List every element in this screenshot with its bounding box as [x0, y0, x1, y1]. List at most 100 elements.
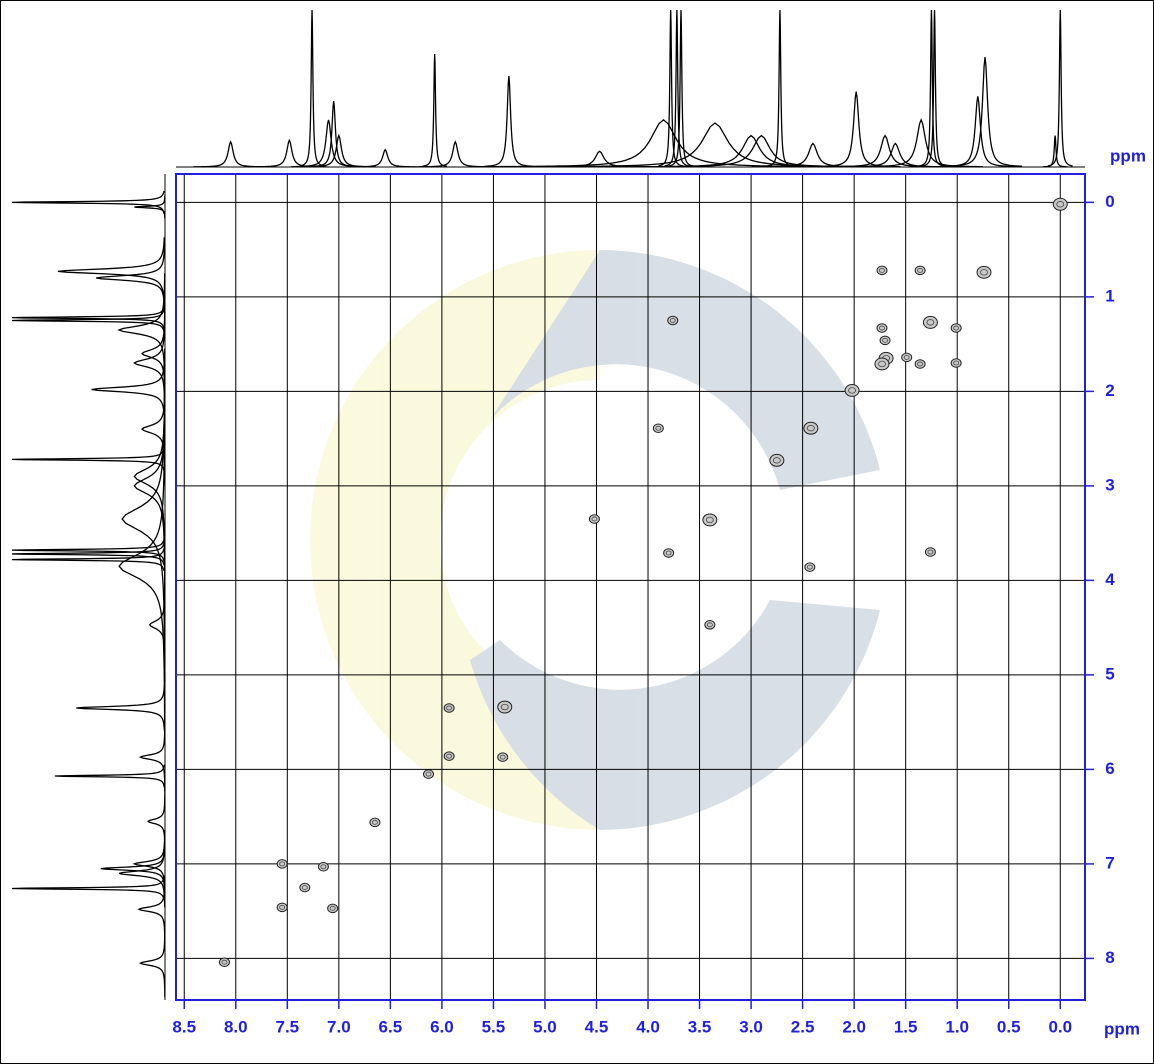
y-axis-label: ppm	[1110, 146, 1146, 165]
cross-peak-core	[446, 705, 453, 711]
top-projection-peak	[1047, 9, 1073, 167]
left-projection-peak	[11, 447, 165, 471]
cross-peak-core	[500, 703, 509, 711]
cross-peak	[423, 769, 434, 779]
cross-peak	[876, 265, 888, 276]
x-tick-label: 8.5	[172, 1017, 196, 1036]
cross-peak	[369, 817, 381, 828]
cross-peak	[844, 383, 860, 397]
cross-peak	[803, 421, 819, 435]
cross-peak	[950, 323, 962, 333]
cross-peak	[276, 902, 288, 913]
left-projection-peak	[76, 685, 166, 731]
cross-peak	[317, 861, 329, 872]
cross-peak	[922, 315, 938, 329]
x-tick-label: 5.0	[533, 1017, 557, 1036]
left-projection-peak	[134, 195, 166, 219]
top-projection-peak	[299, 9, 325, 167]
cross-peak-core	[372, 819, 378, 825]
cross-peak-core	[879, 325, 885, 331]
cross-peak	[702, 513, 718, 527]
cross-peak-core	[320, 864, 327, 870]
top-projection-peak	[658, 9, 684, 167]
x-tick-label: 3.0	[739, 1017, 763, 1036]
cross-peak-core	[882, 337, 888, 343]
cross-peak	[901, 352, 913, 363]
cross-peak-core	[953, 325, 960, 331]
top-projection-peak	[922, 9, 948, 167]
cross-peak-core	[705, 516, 714, 524]
cross-peak	[879, 335, 891, 346]
cross-peak	[327, 903, 339, 914]
cross-peak-core	[669, 318, 676, 323]
cross-peak-core	[917, 361, 924, 367]
top-projection-peak	[1042, 135, 1068, 168]
cross-peak	[663, 548, 675, 558]
top-projection-peak	[833, 142, 958, 168]
top-projection-peak	[767, 9, 793, 167]
x-tick-label: 6.0	[430, 1017, 454, 1036]
x-tick-label: 5.5	[482, 1017, 506, 1036]
cross-peak	[443, 703, 455, 713]
cross-peak-core	[1056, 201, 1065, 208]
top-projection-peak	[668, 9, 694, 167]
cross-peak-core	[878, 360, 886, 368]
watermark-arc	[310, 250, 600, 830]
cross-peak	[914, 265, 926, 276]
cross-peak-core	[926, 319, 935, 326]
cross-peak-core	[903, 354, 910, 360]
cross-peak	[667, 315, 679, 326]
cross-peak	[497, 700, 513, 714]
cross-peak-core	[499, 754, 506, 760]
cross-peak-core	[446, 753, 453, 759]
x-tick-label: 7.5	[275, 1017, 299, 1036]
x-tick-label: 8.0	[224, 1017, 248, 1036]
top-projection-peak	[484, 75, 534, 168]
cross-peak	[874, 357, 890, 371]
y-tick-label: 2	[1105, 381, 1114, 400]
cross-peak	[950, 358, 962, 368]
cross-peak	[876, 323, 888, 333]
cross-peak	[652, 423, 664, 433]
x-tick-label: 3.5	[688, 1017, 712, 1036]
cross-peak	[588, 514, 600, 524]
x-tick-label: 1.0	[945, 1017, 969, 1036]
cross-peak-core	[848, 387, 856, 394]
x-tick-label: 6.5	[379, 1017, 403, 1036]
left-projection-peak	[117, 273, 166, 387]
cross-peak	[769, 453, 785, 467]
cross-peak	[276, 859, 288, 869]
y-tick-label: 7	[1105, 853, 1114, 872]
cross-peak-core	[279, 904, 286, 910]
y-tick-label: 1	[1105, 286, 1114, 305]
cross-peak-core	[301, 885, 308, 890]
top-projection-peak	[947, 57, 1023, 167]
y-tick-label: 0	[1105, 192, 1114, 211]
left-projection-peak	[11, 309, 165, 332]
cross-peak	[443, 751, 455, 761]
cross-peak-core	[591, 516, 598, 522]
cross-peak-core	[221, 959, 228, 965]
top-projection-peak	[859, 118, 983, 168]
cross-peak	[924, 547, 936, 557]
cross-peak-core	[665, 550, 672, 556]
plot-frame	[175, 173, 1086, 1001]
cross-peak	[914, 359, 926, 369]
x-tick-label: 1.5	[894, 1017, 918, 1036]
left-projection-peak	[57, 237, 165, 306]
top-projection-peak	[664, 9, 690, 167]
watermark-arc	[470, 600, 880, 830]
cross-peak-core	[279, 861, 286, 867]
y-tick-label: 5	[1105, 664, 1114, 683]
left-projection-peak	[146, 787, 166, 856]
left-projection-peak	[11, 306, 165, 330]
x-tick-label: 4.5	[585, 1017, 609, 1036]
cross-peak-core	[980, 269, 988, 276]
y-tick-label: 4	[1105, 570, 1115, 589]
left-projection-peak	[11, 538, 165, 562]
x-tick-label: 2.5	[791, 1017, 815, 1036]
cross-peak	[804, 562, 816, 572]
x-tick-label: 0.5	[997, 1017, 1021, 1036]
left-projection-peak	[11, 877, 165, 900]
